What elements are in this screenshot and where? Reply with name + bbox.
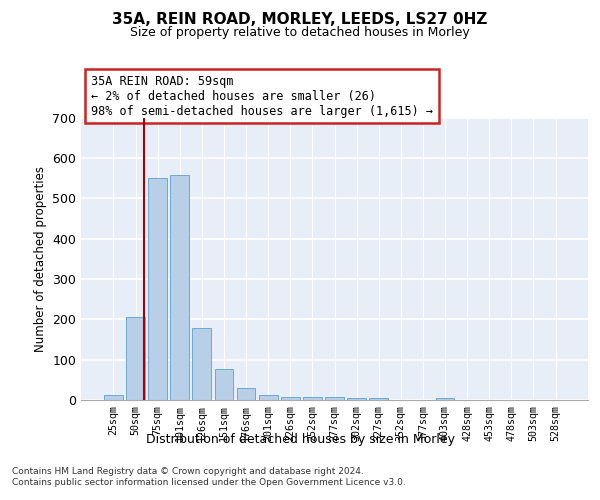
Bar [193, 328, 211, 400]
Bar [148, 178, 167, 400]
Bar [370, 398, 388, 400]
Bar [281, 397, 299, 400]
Text: Distribution of detached houses by size in Morley: Distribution of detached houses by size … [146, 432, 455, 446]
Text: 35A, REIN ROAD, MORLEY, LEEDS, LS27 0HZ: 35A, REIN ROAD, MORLEY, LEEDS, LS27 0HZ [112, 12, 488, 28]
Bar [325, 397, 344, 400]
Bar [126, 318, 145, 400]
Text: Contains HM Land Registry data © Crown copyright and database right 2024.
Contai: Contains HM Land Registry data © Crown c… [12, 468, 406, 487]
Bar [347, 398, 366, 400]
Bar [303, 397, 322, 400]
Y-axis label: Number of detached properties: Number of detached properties [34, 166, 47, 352]
Bar [170, 175, 189, 400]
Text: 35A REIN ROAD: 59sqm
← 2% of detached houses are smaller (26)
98% of semi-detach: 35A REIN ROAD: 59sqm ← 2% of detached ho… [91, 74, 433, 118]
Bar [436, 398, 454, 400]
Bar [215, 368, 233, 400]
Text: Size of property relative to detached houses in Morley: Size of property relative to detached ho… [130, 26, 470, 39]
Bar [104, 395, 123, 400]
Bar [259, 395, 278, 400]
Bar [236, 388, 256, 400]
